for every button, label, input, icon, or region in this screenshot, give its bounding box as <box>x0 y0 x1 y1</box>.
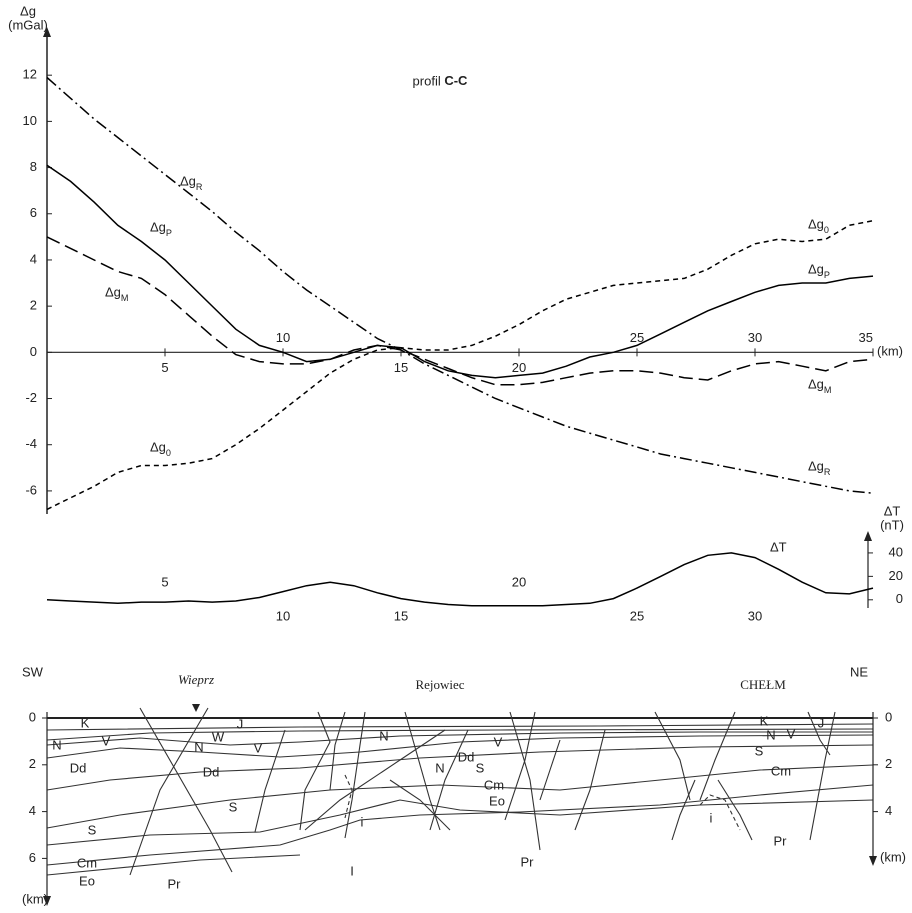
unit-label: S <box>229 799 238 814</box>
x-tick-label: 20 <box>512 574 526 589</box>
geology <box>47 708 873 875</box>
depth-tick-label: 0 <box>29 709 36 724</box>
series-label: ΔgR <box>808 458 831 477</box>
place-label: Rejowiec <box>415 677 464 692</box>
x-tick-label: 5 <box>161 574 168 589</box>
unit-label: Dd <box>70 760 87 775</box>
unit-label: Dd <box>203 764 220 779</box>
unit-label: J <box>818 715 825 730</box>
unit-label: Dd <box>458 749 475 764</box>
y-tick-label: -2 <box>25 390 37 405</box>
y2-tick-label: 20 <box>889 568 903 583</box>
unit-label: N <box>194 739 203 754</box>
unit-label: N <box>435 760 444 775</box>
unit-label: Eo <box>489 793 505 808</box>
unit-label: K <box>81 715 90 730</box>
unit-label: Eo <box>79 873 95 888</box>
x-tick-label: 30 <box>748 330 762 345</box>
series-label: ΔgP <box>808 261 830 280</box>
left-label: SW <box>22 664 44 679</box>
series-label: ΔgP <box>150 219 172 238</box>
series-line <box>47 165 873 377</box>
chart-title: profil C-C <box>413 73 469 88</box>
x-tick-label: 30 <box>748 608 762 623</box>
series-line <box>47 553 873 606</box>
depth-tick-label: 2 <box>885 756 892 771</box>
x-tick-label: 20 <box>512 360 526 375</box>
x-tick-label: 15 <box>394 608 408 623</box>
unit-label: K <box>760 713 769 728</box>
depth-tick-label: 4 <box>29 803 36 818</box>
x-label: (km) <box>877 343 903 358</box>
unit-label: V <box>787 726 796 741</box>
y-tick-label: 8 <box>30 159 37 174</box>
y-tick-label: 2 <box>30 298 37 313</box>
river-marker <box>192 704 200 712</box>
y2-label: ΔT <box>884 503 901 518</box>
unit-label: Pr <box>168 876 182 891</box>
unit-label: Cm <box>77 855 97 870</box>
place-label: CHEŁM <box>740 677 786 692</box>
depth-arrow <box>869 856 877 866</box>
unit-label: i <box>361 814 364 829</box>
unit-label: Pr <box>774 833 788 848</box>
unit-label: V <box>102 733 111 748</box>
unit-label: Cm <box>484 777 504 792</box>
depth-tick-label: 4 <box>885 803 892 818</box>
unit-label: J <box>237 716 244 731</box>
y-tick-label: 12 <box>23 67 37 82</box>
series-label: ΔT <box>770 539 787 554</box>
x-tick-label: 10 <box>276 608 290 623</box>
right-label: NE <box>850 664 868 679</box>
y2-tick-label: 40 <box>889 544 903 559</box>
figure: profil C-C Δg (mGal) (km) ΔT (nT) SW NE … <box>0 0 912 913</box>
unit-label: S <box>476 760 485 775</box>
series-label: Δg0 <box>808 216 829 235</box>
y2-unit: (nT) <box>880 517 904 532</box>
unit-label: I <box>350 863 354 878</box>
unit-label: S <box>755 743 764 758</box>
unit-label: N <box>379 728 388 743</box>
unit-label: V <box>494 734 503 749</box>
depth-tick-label: 6 <box>29 850 36 865</box>
unit-label: S <box>88 822 97 837</box>
y-tick-label: -6 <box>25 482 37 497</box>
y-label: Δg <box>20 3 36 18</box>
depth-label: (km) <box>880 849 906 864</box>
depth-tick-label: 2 <box>29 756 36 771</box>
x-tick-label: 5 <box>161 360 168 375</box>
place-label: Wieprz <box>178 672 214 687</box>
series-line <box>47 237 873 385</box>
unit-label: N <box>52 737 61 752</box>
unit-label: W <box>212 729 225 744</box>
depth-tick-label: 0 <box>885 709 892 724</box>
series-label: ΔgM <box>105 284 129 303</box>
series-label: ΔgM <box>808 376 832 395</box>
x-tick-label: 25 <box>630 608 644 623</box>
x-tick-label: 15 <box>394 360 408 375</box>
unit-label: V <box>254 740 263 755</box>
y2-axis-arrow <box>864 531 872 541</box>
y-tick-label: 0 <box>30 344 37 359</box>
y-tick-label: 4 <box>30 251 37 266</box>
y-tick-label: 6 <box>30 205 37 220</box>
unit-label: i <box>710 810 713 825</box>
unit-label: N <box>766 727 775 742</box>
series-label: Δg0 <box>150 439 171 458</box>
y-unit: (mGal) <box>8 17 48 32</box>
unit-label: Pr <box>521 854 535 869</box>
series-line <box>47 78 873 494</box>
y-tick-label: 10 <box>23 113 37 128</box>
unit-label: Cm <box>771 763 791 778</box>
x-tick-label: 10 <box>276 330 290 345</box>
x-tick-label: 35 <box>859 330 873 345</box>
depth-label: (km) <box>22 891 48 906</box>
y-tick-label: -4 <box>25 436 37 451</box>
y2-tick-label: 0 <box>896 591 903 606</box>
